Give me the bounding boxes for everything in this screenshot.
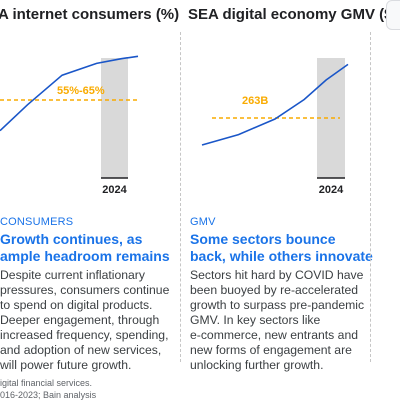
body-line: growth to surpass pre-pandemic <box>190 298 364 313</box>
section-label: GMV <box>190 216 216 228</box>
body-text: Despite current inflationary pressures, … <box>0 268 169 373</box>
panel-divider <box>370 32 371 362</box>
body-line: unlocking further growth. <box>190 358 364 373</box>
headline-line: ample headroom remains <box>0 248 170 265</box>
chart-internet-consumers: 2024 55%-65% <box>0 28 160 208</box>
footnote-line: igital financial services. <box>0 378 96 390</box>
body-line: Deeper engagement, through <box>0 313 169 328</box>
body-line: new forms of engagement are <box>190 343 364 358</box>
body-text: Sectors hit hard by COVID have been buoy… <box>190 268 364 373</box>
body-line: Despite current inflationary <box>0 268 169 283</box>
headline-line: Some sectors bounce <box>190 231 373 248</box>
body-line: Sectors hit hard by COVID have <box>190 268 364 283</box>
chart-gmv: 2024 263B <box>190 28 360 208</box>
body-line: will power future growth. <box>0 358 169 373</box>
x-tick-label: 2024 <box>319 184 344 196</box>
headline: Growth continues, as ample headroom rema… <box>0 231 170 265</box>
body-line: increased frequency, spending, <box>0 328 169 343</box>
panel-title: SEA digital economy GMV ($) <box>188 6 397 23</box>
body-line: been buoyed by re-accelerated <box>190 283 364 298</box>
body-line: GMV. In key sectors like <box>190 313 364 328</box>
annotation-label: 55%-65% <box>57 85 105 97</box>
headline-line: Growth continues, as <box>0 231 170 248</box>
body-line: e-commerce, new entrants and <box>190 328 364 343</box>
footnotes: igital financial services. 016-2023; Bai… <box>0 378 96 401</box>
highlight-band <box>101 58 128 178</box>
body-line: to spend on digital products. <box>0 298 169 313</box>
body-line: and adoption of new services, <box>0 343 169 358</box>
footnote-line: 016-2023; Bain analysis <box>0 390 96 401</box>
next-panel-edge <box>386 0 400 30</box>
headline-line: back, while others innovate <box>190 248 373 265</box>
annotation-label: 263B <box>242 95 268 107</box>
x-tick-label: 2024 <box>102 184 127 196</box>
panel-title: A internet consumers (%) <box>0 6 179 23</box>
headline: Some sectors bounce back, while others i… <box>190 231 373 265</box>
section-label: CONSUMERS <box>0 216 73 228</box>
body-line: pressures, consumers continue <box>0 283 169 298</box>
panel-divider <box>180 32 181 362</box>
